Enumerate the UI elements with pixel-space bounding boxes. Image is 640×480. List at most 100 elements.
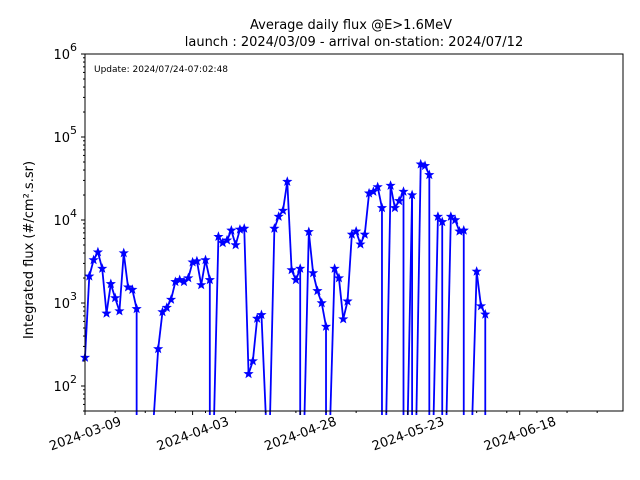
- data-point: [243, 368, 254, 379]
- data-point: [471, 266, 482, 276]
- series-layer: [79, 158, 491, 416]
- series-segment: [376, 186, 383, 209]
- data-point: [174, 274, 185, 285]
- series-rise-line: [329, 268, 336, 416]
- data-point: [419, 160, 431, 171]
- series-segment: [251, 318, 259, 362]
- data-point: [295, 263, 306, 273]
- series-segment: [260, 314, 267, 415]
- data-point: [338, 313, 349, 324]
- series-segment: [157, 311, 164, 350]
- series-segment: [320, 302, 327, 327]
- series-segment: [363, 193, 370, 235]
- x-tick-label: 2024-06-18: [482, 414, 558, 454]
- data-point: [376, 202, 388, 213]
- data-point: [118, 247, 129, 258]
- x-tick-label: 2024-04-28: [263, 414, 339, 454]
- data-point: [316, 297, 327, 308]
- data-point: [200, 254, 211, 265]
- series-rise-line: [471, 271, 478, 416]
- x-tick-label: 2024-04-03: [155, 414, 231, 454]
- data-point: [282, 176, 293, 186]
- data-point: [230, 239, 241, 250]
- data-point: [92, 246, 104, 257]
- data-point: [221, 234, 233, 245]
- series-rise-line: [415, 164, 422, 416]
- data-point: [88, 254, 99, 265]
- data-point: [97, 263, 108, 273]
- series-rise-line: [152, 348, 160, 416]
- series-segment: [389, 185, 396, 209]
- data-point: [312, 285, 323, 296]
- data-point: [398, 186, 409, 196]
- data-point: [110, 292, 121, 303]
- data-point: [183, 272, 194, 283]
- data-point: [368, 186, 379, 196]
- series-segment: [118, 252, 125, 312]
- series-segment: [122, 252, 129, 288]
- series-segment: [346, 234, 353, 302]
- data-point: [351, 225, 362, 236]
- data-point: [286, 264, 297, 275]
- x-tick-label: 2024-03-09: [47, 414, 123, 454]
- y-tick-label: 103: [53, 290, 77, 312]
- data-point: [394, 195, 405, 206]
- data-point: [333, 272, 345, 283]
- data-point: [303, 226, 314, 237]
- series-segment: [200, 259, 207, 286]
- data-point: [407, 189, 418, 200]
- chart-subtitle: launch : 2024/03/09 - arrival on-station…: [185, 35, 523, 50]
- series-segment: [196, 260, 203, 286]
- data-point: [342, 295, 353, 306]
- series-segment: [307, 231, 315, 274]
- y-axis-label: Integrated flux (#/cm².s.sr): [22, 161, 37, 339]
- series-segment: [282, 181, 289, 211]
- data-point: [256, 309, 267, 320]
- series-segment: [84, 276, 91, 358]
- data-point: [385, 180, 396, 190]
- series-segment: [243, 228, 250, 374]
- data-point: [165, 294, 177, 304]
- y-tick-label: 105: [53, 124, 77, 146]
- data-point: [127, 284, 138, 294]
- data-point: [320, 321, 332, 331]
- data-point: [269, 223, 280, 233]
- data-point: [213, 231, 224, 241]
- data-point: [450, 214, 461, 225]
- data-point: [226, 225, 237, 235]
- series-segment: [105, 283, 112, 314]
- series-segment: [338, 277, 345, 320]
- chart-title: Average daily flux @E>1.6MeV: [250, 18, 452, 33]
- axis-layer: 102 103 104 105 106 2024-03-09 2024-04-03 2024-…: [47, 41, 598, 454]
- data-point: [239, 223, 250, 233]
- data-point: [415, 158, 426, 169]
- data-point: [308, 267, 319, 278]
- series-segment: [475, 271, 482, 307]
- data-point: [114, 305, 125, 316]
- data-point: [273, 211, 284, 221]
- data-point: [359, 229, 370, 239]
- data-point: [247, 355, 258, 366]
- series-rise-line: [432, 216, 439, 416]
- update-annotation: Update: 2024/07/24-07:02:48: [94, 65, 228, 75]
- data-point: [480, 308, 491, 319]
- series-rise-line: [303, 231, 310, 416]
- data-point: [290, 274, 301, 285]
- data-point: [372, 181, 383, 192]
- data-point: [458, 225, 469, 235]
- data-point: [432, 211, 444, 221]
- series-rise-line: [269, 228, 276, 416]
- data-point: [196, 279, 207, 290]
- data-point: [131, 303, 142, 314]
- data-point: [191, 255, 202, 266]
- data-point: [329, 263, 340, 273]
- y-tick-label: 104: [53, 207, 77, 229]
- data-point: [389, 202, 400, 213]
- data-point: [437, 216, 448, 227]
- data-point: [475, 300, 487, 311]
- data-point: [277, 205, 289, 215]
- series-segment: [101, 268, 108, 314]
- data-point: [424, 169, 435, 180]
- data-point: [122, 281, 134, 292]
- data-point: [161, 302, 172, 312]
